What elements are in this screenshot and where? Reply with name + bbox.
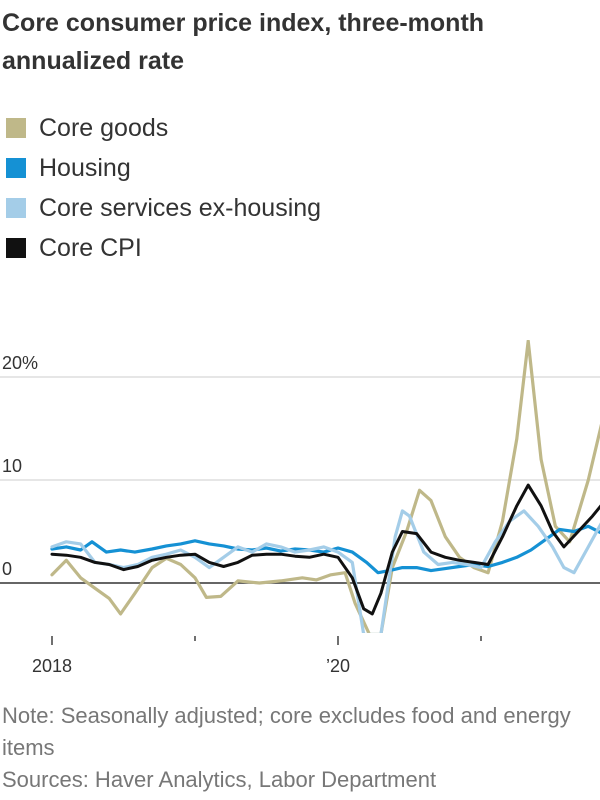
x-tick-label: ’20 — [326, 656, 350, 676]
chart-notes: Note: Seasonally adjusted; core excludes… — [2, 700, 592, 796]
legend-swatch-core-services-ex-housing — [6, 198, 26, 218]
series-line-core-goods — [50, 340, 600, 633]
chart-title: Core consumer price index, three-month a… — [2, 9, 485, 75]
legend-label-core-goods: Core goods — [39, 113, 169, 142]
legend-label-core-services-ex-housing: Core services ex-housing — [39, 193, 322, 222]
legend-swatch-core-goods — [6, 118, 26, 138]
sources-text: Sources: Haver Analytics, Labor Departme… — [2, 767, 437, 792]
grid-layer — [0, 376, 600, 584]
legend: Core goods Housing Core services ex-hous… — [6, 108, 321, 268]
legend-swatch-housing — [6, 158, 26, 178]
y-tick-label: 20% — [2, 353, 38, 373]
legend-item-housing: Housing — [6, 148, 321, 188]
legend-item-core-cpi: Core CPI — [6, 228, 321, 268]
legend-label-housing: Housing — [39, 153, 131, 182]
note-text: Note: Seasonally adjusted; core excludes… — [2, 703, 571, 760]
legend-swatch-core-cpi — [6, 238, 26, 258]
y-tick-label: 10 — [2, 456, 22, 476]
x-tick-label: 2018 — [32, 656, 72, 676]
legend-label-core-cpi: Core CPI — [39, 233, 142, 262]
series-layer — [50, 340, 600, 633]
legend-item-core-goods: Core goods — [6, 108, 321, 148]
legend-item-core-services-ex-housing: Core services ex-housing — [6, 188, 321, 228]
series-line-core-services-ex-housing — [50, 509, 600, 633]
y-tick-label: 0 — [2, 559, 12, 579]
series-line-housing — [50, 524, 600, 575]
